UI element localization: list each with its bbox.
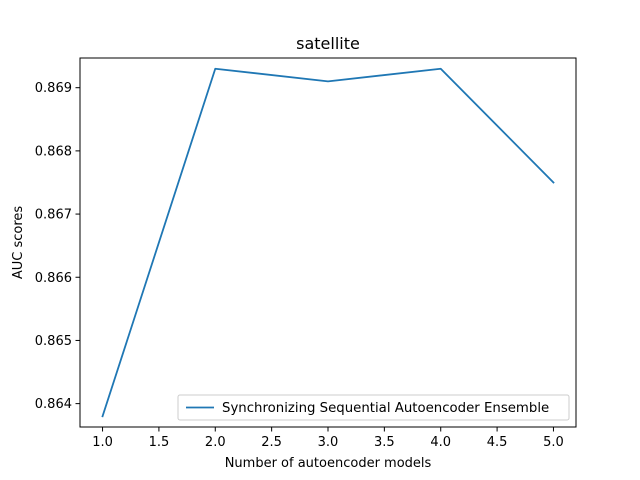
y-axis-label: AUC scores [11,206,26,280]
plot-frame [79,57,577,428]
series-layer [101,67,555,418]
legend: Synchronizing Sequential Autoencoder Ens… [177,394,570,421]
x-tick-label: 4.5 [487,435,508,450]
x-tick-label: 3.5 [374,435,395,450]
chart-title: satellite [296,34,360,53]
y-tick-label: 0.868 [35,144,72,159]
legend-label-series-1: Synchronizing Sequential Autoencoder Ens… [222,401,549,416]
x-tick-label: 5.0 [543,435,564,450]
x-tick-label: 2.0 [205,435,226,450]
x-tick-label: 4.0 [430,435,451,450]
x-tick-label: 2.5 [261,435,282,450]
x-axis-label: Number of autoencoder models [225,456,432,471]
y-tick-label: 0.869 [35,81,72,96]
x-tick-label: 1.5 [149,435,170,450]
x-axis-ticks: 1.0 1.5 2.0 2.5 3.0 3.5 4.0 4.5 5.0 [92,427,564,450]
x-tick-label: 3.0 [318,435,339,450]
y-tick-label: 0.867 [35,208,72,223]
series-line-1 [101,67,555,418]
y-tick-label: 0.864 [35,397,72,412]
y-axis-ticks: 0.864 0.865 0.866 0.867 0.868 0.869 [35,81,80,412]
y-tick-label: 0.866 [35,271,72,286]
x-tick-label: 1.0 [92,435,113,450]
legend-box [177,394,570,421]
y-tick-label: 0.865 [35,334,72,349]
